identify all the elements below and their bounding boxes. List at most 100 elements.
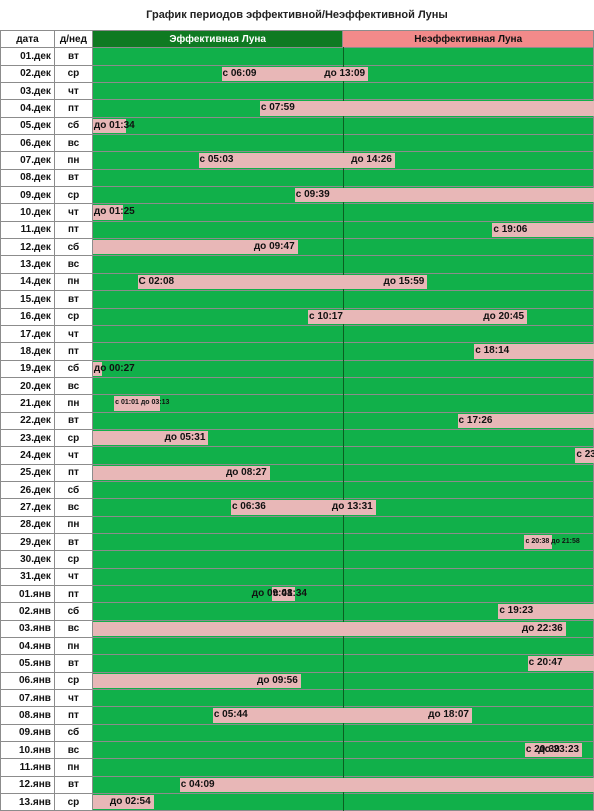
date-cell[interactable]: 29.дек <box>0 532 55 552</box>
timeline-cell[interactable] <box>91 480 594 500</box>
date-cell[interactable]: 03.дек <box>0 82 55 101</box>
weekday-cell[interactable]: ср <box>53 186 93 205</box>
date-cell[interactable]: 04.янв <box>0 637 55 656</box>
weekday-cell[interactable]: вт <box>53 654 93 673</box>
date-cell[interactable]: 23.дек <box>0 428 55 448</box>
weekday-cell[interactable]: вт <box>53 532 93 552</box>
weekday-cell[interactable]: сб <box>53 480 93 500</box>
date-cell[interactable]: 05.дек <box>0 116 55 136</box>
timeline-cell[interactable]: с 17:26 <box>91 411 594 430</box>
date-cell[interactable]: 28.дек <box>0 515 55 534</box>
weekday-cell[interactable]: сб <box>53 602 93 621</box>
weekday-cell[interactable]: вт <box>53 411 93 430</box>
weekday-cell[interactable]: ср <box>53 671 93 691</box>
date-cell[interactable]: 19.дек <box>0 359 55 378</box>
weekday-cell[interactable]: вт <box>53 168 93 188</box>
timeline-cell[interactable]: с 04:09 <box>91 775 594 795</box>
timeline-cell[interactable]: с 18:14 <box>91 342 594 361</box>
date-cell[interactable]: 13.янв <box>0 793 55 811</box>
date-cell[interactable]: 13.дек <box>0 255 55 274</box>
weekday-cell[interactable]: пн <box>53 515 93 534</box>
date-cell[interactable]: 09.янв <box>0 723 55 743</box>
timeline-cell[interactable] <box>91 567 594 587</box>
header-effective-moon[interactable]: Эффективная Луна <box>91 29 344 49</box>
weekday-cell[interactable]: пн <box>53 758 93 777</box>
timeline-cell[interactable] <box>91 134 594 153</box>
timeline-cell[interactable]: до 02:54 <box>91 793 594 811</box>
timeline-cell[interactable]: с 19:23 <box>91 602 594 621</box>
timeline-cell[interactable] <box>91 758 594 777</box>
timeline-cell[interactable]: с 08:34 до 09:41 <box>91 584 594 604</box>
timeline-cell[interactable] <box>91 723 594 743</box>
date-cell[interactable]: 11.дек <box>0 220 55 240</box>
date-cell[interactable]: 05.янв <box>0 654 55 673</box>
weekday-cell[interactable]: сб <box>53 238 93 257</box>
timeline-cell[interactable] <box>91 689 594 708</box>
date-cell[interactable]: 02.янв <box>0 602 55 621</box>
date-cell[interactable]: 09.дек <box>0 186 55 205</box>
date-cell[interactable]: 15.дек <box>0 290 55 309</box>
weekday-cell[interactable]: чт <box>53 82 93 101</box>
timeline-cell[interactable]: с 20:39 до 23:23 <box>91 741 594 760</box>
date-cell[interactable]: 08.дек <box>0 168 55 188</box>
weekday-cell[interactable]: вс <box>53 255 93 274</box>
weekday-cell[interactable]: вт <box>53 775 93 795</box>
weekday-cell[interactable]: сб <box>53 116 93 136</box>
date-cell[interactable]: 04.дек <box>0 99 55 118</box>
date-cell[interactable]: 06.янв <box>0 671 55 691</box>
weekday-cell[interactable]: пн <box>53 151 93 170</box>
weekday-cell[interactable]: пн <box>53 394 93 413</box>
date-cell[interactable]: 12.дек <box>0 238 55 257</box>
weekday-cell[interactable]: ср <box>53 550 93 569</box>
timeline-cell[interactable]: с 23:04 <box>91 446 594 465</box>
date-cell[interactable]: 01.дек <box>0 47 55 66</box>
weekday-cell[interactable]: пн <box>53 272 93 292</box>
timeline-cell[interactable] <box>91 550 594 569</box>
date-cell[interactable]: 07.дек <box>0 151 55 170</box>
weekday-cell[interactable]: вс <box>53 619 93 639</box>
timeline-cell[interactable]: с 10:17 до 20:45 <box>91 307 594 326</box>
date-cell[interactable]: 10.дек <box>0 203 55 222</box>
weekday-cell[interactable]: чт <box>53 324 93 344</box>
weekday-cell[interactable]: пт <box>53 463 93 482</box>
weekday-cell[interactable]: пт <box>53 706 93 725</box>
date-cell[interactable]: 07.янв <box>0 689 55 708</box>
weekday-cell[interactable]: чт <box>53 446 93 465</box>
header-date[interactable]: дата <box>0 29 55 49</box>
timeline-cell[interactable] <box>91 82 594 101</box>
timeline-cell[interactable]: до 09:47 <box>91 238 594 257</box>
timeline-cell[interactable]: с 19:06 <box>91 220 594 240</box>
weekday-cell[interactable]: пт <box>53 99 93 118</box>
weekday-cell[interactable]: пт <box>53 342 93 361</box>
timeline-cell[interactable] <box>91 324 594 344</box>
date-cell[interactable]: 22.дек <box>0 411 55 430</box>
timeline-cell[interactable]: до 05:31 <box>91 428 594 448</box>
timeline-cell[interactable]: с 01:01 до 03:13 <box>91 394 594 413</box>
weekday-cell[interactable]: сб <box>53 723 93 743</box>
date-cell[interactable]: 18.дек <box>0 342 55 361</box>
date-cell[interactable]: 17.дек <box>0 324 55 344</box>
date-cell[interactable]: 08.янв <box>0 706 55 725</box>
weekday-cell[interactable]: вс <box>53 376 93 396</box>
timeline-cell[interactable] <box>91 47 594 66</box>
weekday-cell[interactable]: чт <box>53 689 93 708</box>
timeline-cell[interactable] <box>91 255 594 274</box>
timeline-cell[interactable]: с 09:39 <box>91 186 594 205</box>
timeline-cell[interactable]: с 20:47 <box>91 654 594 673</box>
header-ineffective-moon[interactable]: Неэффективная Луна <box>342 29 594 49</box>
weekday-cell[interactable]: вс <box>53 741 93 760</box>
timeline-cell[interactable]: с 20:38 до 21:58 <box>91 532 594 552</box>
date-cell[interactable]: 11.янв <box>0 758 55 777</box>
timeline-cell[interactable]: с 06:36 до 13:31 <box>91 498 594 517</box>
weekday-cell[interactable]: пт <box>53 584 93 604</box>
date-cell[interactable]: 14.дек <box>0 272 55 292</box>
header-dow[interactable]: д/нед <box>53 29 93 49</box>
timeline-cell[interactable]: с 05:03 до 14:26 <box>91 151 594 170</box>
timeline-cell[interactable]: до 09:56 <box>91 671 594 691</box>
weekday-cell[interactable]: ср <box>53 428 93 448</box>
date-cell[interactable]: 03.янв <box>0 619 55 639</box>
date-cell[interactable]: 31.дек <box>0 567 55 587</box>
date-cell[interactable]: 02.дек <box>0 64 55 84</box>
weekday-cell[interactable]: вт <box>53 47 93 66</box>
date-cell[interactable]: 24.дек <box>0 446 55 465</box>
